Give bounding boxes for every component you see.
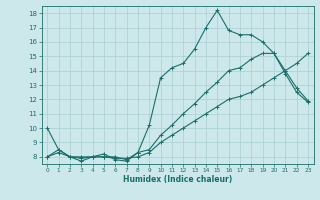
X-axis label: Humidex (Indice chaleur): Humidex (Indice chaleur) [123, 175, 232, 184]
